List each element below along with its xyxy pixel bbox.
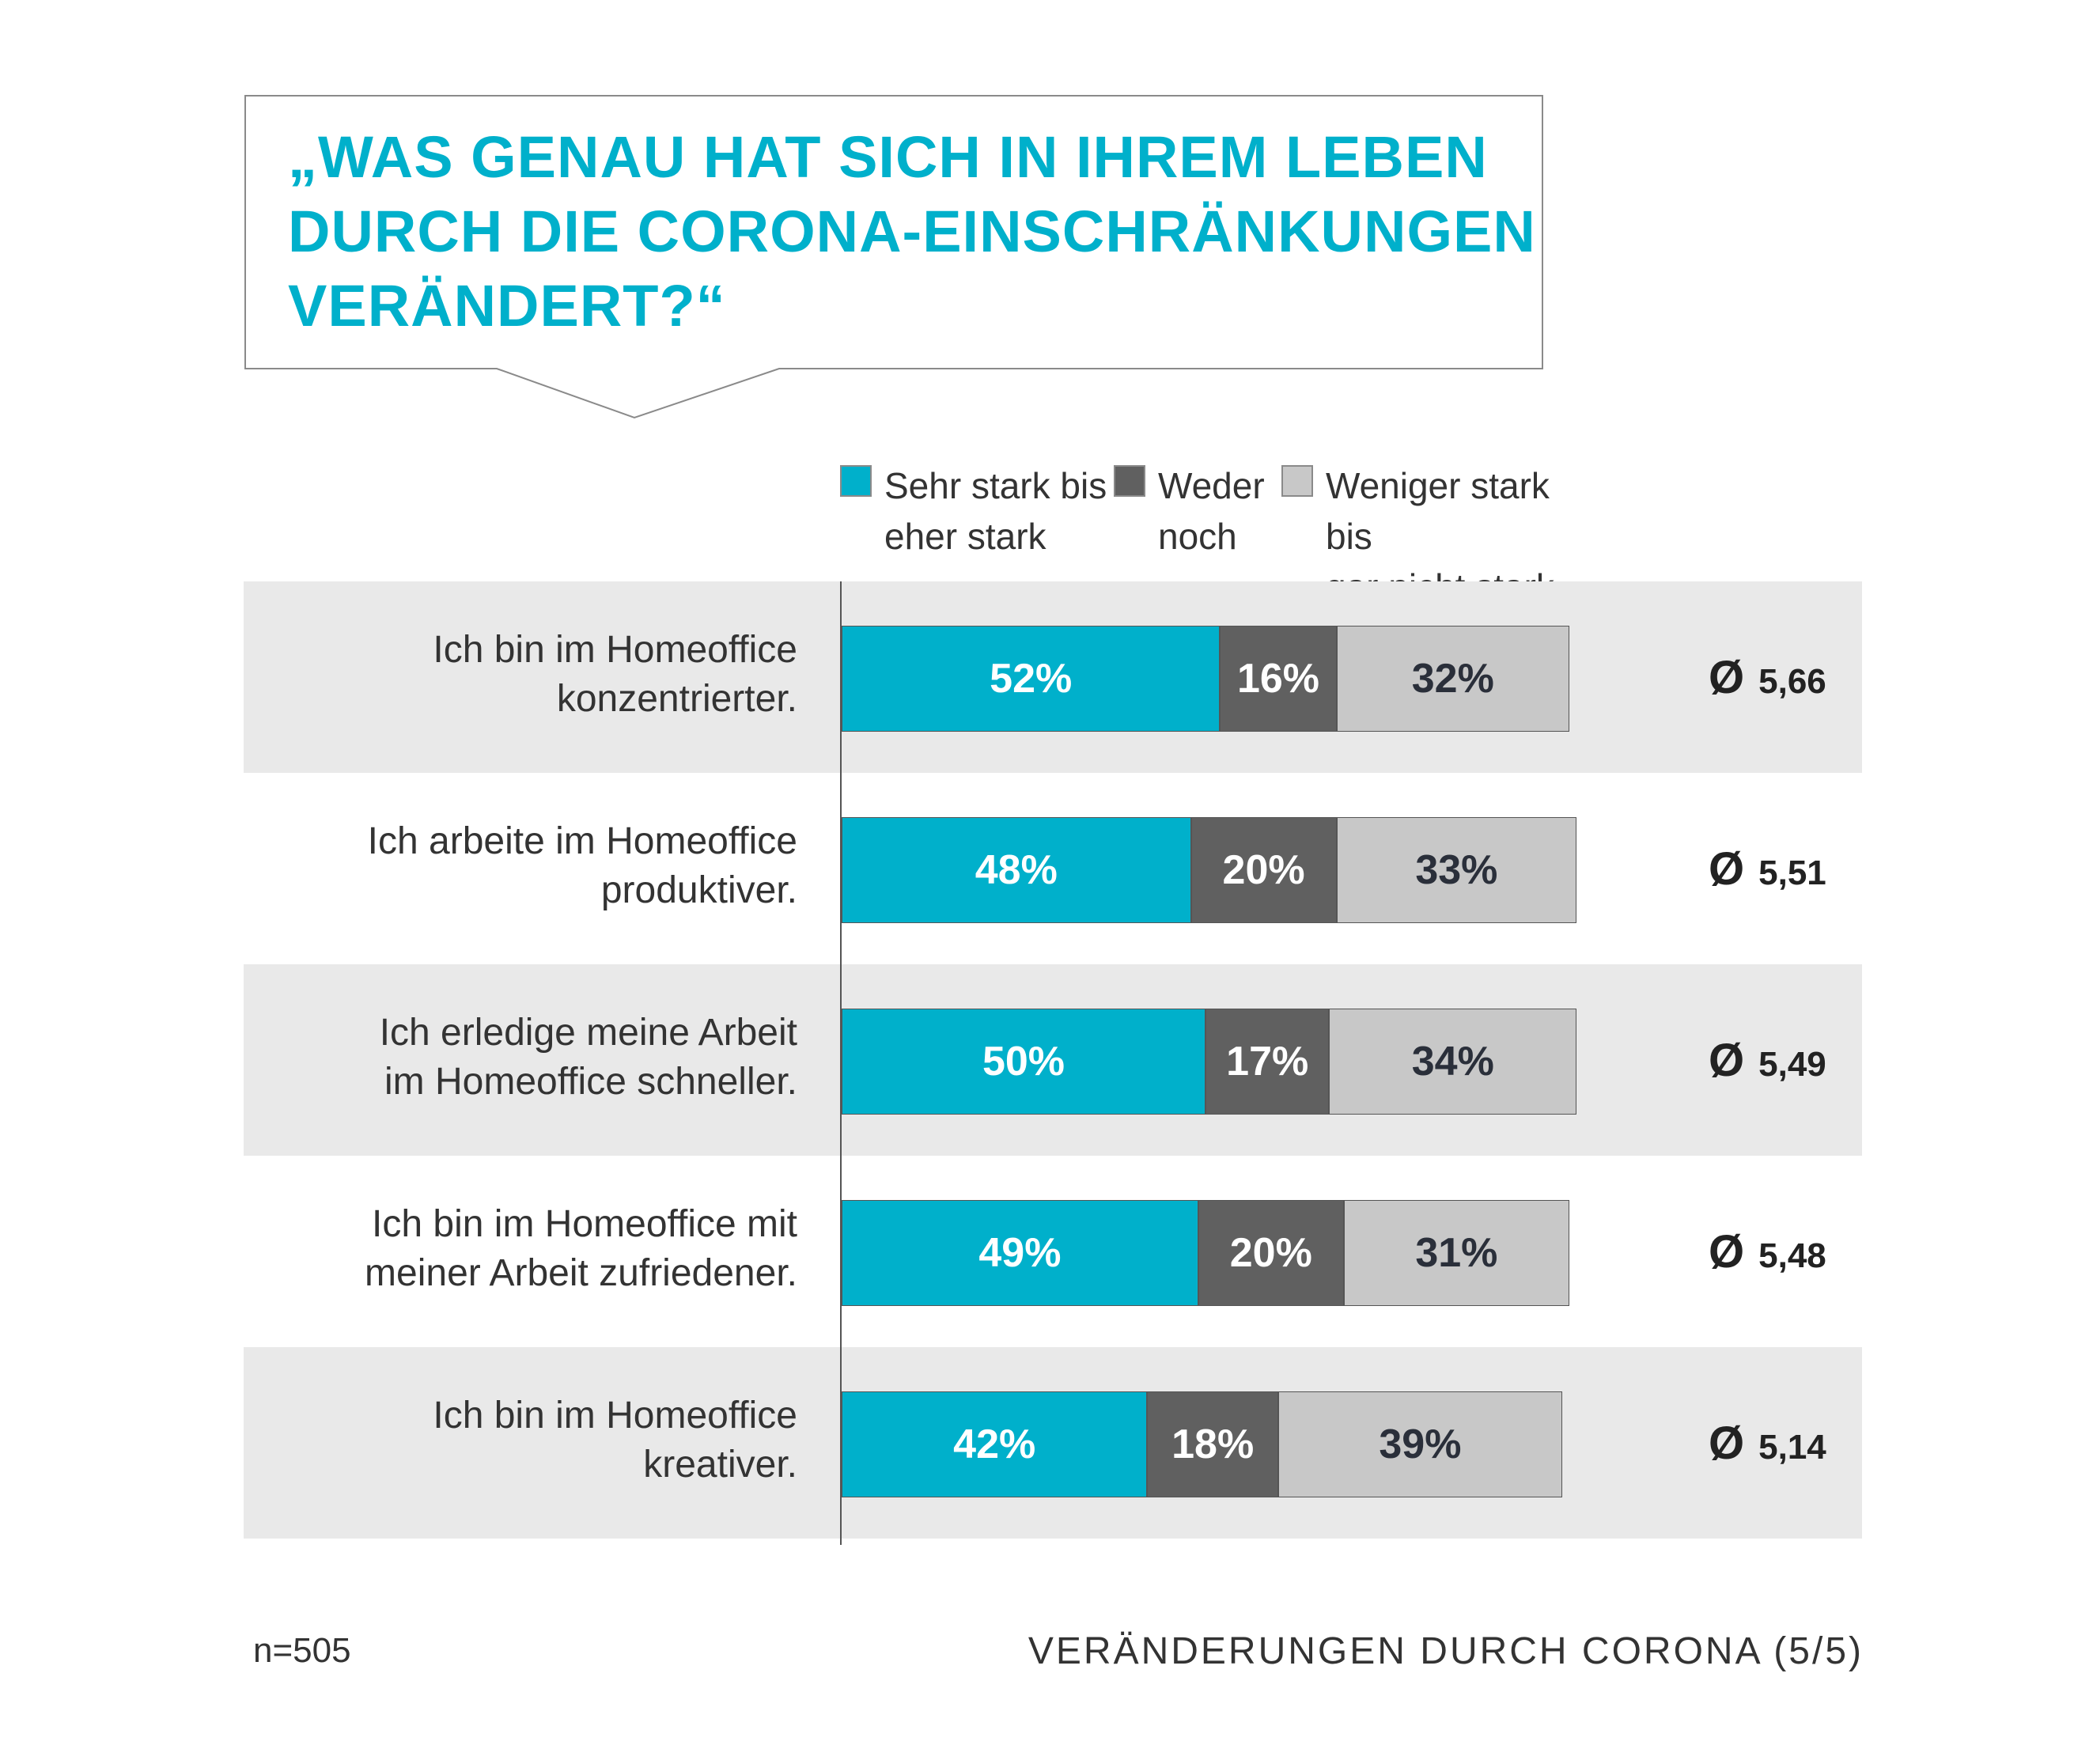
category-label-line: Ich bin im Homeoffice xyxy=(433,629,797,671)
bar-segment xyxy=(1198,1200,1344,1306)
value-label: 33% xyxy=(1415,847,1498,893)
legend-swatch xyxy=(840,465,872,497)
value-label: 20% xyxy=(1222,847,1305,893)
value-label: 34% xyxy=(1411,1039,1494,1085)
category-label-line: meiner Arbeit zufriedener. xyxy=(365,1252,797,1294)
sample-size: n=505 xyxy=(253,1631,351,1670)
legend-label: Weder noch xyxy=(1158,460,1411,562)
legend-swatch xyxy=(1281,465,1313,497)
value-label: 18% xyxy=(1171,1421,1255,1467)
bar-segment xyxy=(842,626,1221,732)
bar-segment xyxy=(1343,1200,1569,1306)
chart-title-line-1: „WAS GENAU HAT SICH IN IHREM LEBEN xyxy=(288,124,1488,190)
bar-segment xyxy=(842,1009,1205,1115)
category-label-line: konzentrierter. xyxy=(556,678,797,720)
bar-segment xyxy=(842,1391,1148,1497)
legend-label-line: eher stark xyxy=(884,516,1046,557)
value-label: 48% xyxy=(975,847,1058,893)
average-symbol: Ø xyxy=(1709,1418,1745,1469)
value-label: 17% xyxy=(1226,1039,1309,1085)
legend-label-line: Sehr stark bis xyxy=(884,465,1107,506)
value-label: 32% xyxy=(1411,656,1494,702)
category-label-line: produktiver. xyxy=(600,869,797,911)
bar-segment xyxy=(1329,1009,1577,1115)
value-label: 20% xyxy=(1229,1230,1312,1276)
category-label: Ich bin im Homeoffice mit meiner Arbeit z… xyxy=(244,1200,797,1298)
average-number: 5,66 xyxy=(1758,662,1826,701)
category-label: Ich bin im Homeoffice kreativer. xyxy=(244,1391,797,1490)
bar-segment xyxy=(1220,626,1337,732)
category-label: Ich bin im Homeoffice konzentrierter. xyxy=(244,626,797,724)
baseline-axis xyxy=(840,581,842,1545)
value-label: 16% xyxy=(1236,656,1320,702)
bar-segment xyxy=(1205,1009,1330,1115)
value-label: 39% xyxy=(1379,1421,1462,1467)
bar-segment xyxy=(1190,817,1337,923)
value-label: 49% xyxy=(978,1230,1062,1276)
bar-segment xyxy=(842,1200,1198,1306)
chart-title-line-3: VERÄNDERT?“ xyxy=(288,273,726,339)
category-label-line: Ich erledige meine Arbeit xyxy=(379,1012,797,1054)
average-value: Ø 5,51 xyxy=(1709,846,1826,897)
category-label: Ich erledige meine Arbeit im Homeoffice s… xyxy=(244,1009,797,1107)
average-value: Ø 5,49 xyxy=(1709,1037,1826,1088)
value-label: 52% xyxy=(990,656,1073,702)
bar-segment xyxy=(1278,1391,1562,1497)
chart-title-line-2: DURCH DIE CORONA-EINSCHRÄNKUNGEN xyxy=(288,199,1536,264)
title-speech-bubble xyxy=(244,95,1543,419)
average-value: Ø 5,48 xyxy=(1709,1228,1826,1280)
category-label: Ich arbeite im Homeoffice produktiver. xyxy=(244,817,797,915)
legend-label: Sehr stark bis eher stark xyxy=(884,460,1137,562)
page-footer: VERÄNDERUNGEN DURCH CORONA (5/5) xyxy=(1028,1630,1864,1672)
legend-label-line: Weniger stark bis xyxy=(1326,465,1550,557)
legend-label-line: Weder xyxy=(1158,465,1265,506)
bar-segment xyxy=(1336,626,1569,732)
average-number: 5,49 xyxy=(1758,1045,1826,1084)
value-label: 31% xyxy=(1415,1230,1498,1276)
value-label: 42% xyxy=(953,1421,1036,1467)
legend-swatch xyxy=(1114,465,1145,497)
average-symbol: Ø xyxy=(1709,1226,1745,1278)
bar-segment xyxy=(1147,1391,1278,1497)
bar-segment xyxy=(1336,817,1577,923)
legend-label-line: noch xyxy=(1158,516,1237,557)
average-number: 5,51 xyxy=(1758,854,1826,892)
category-label-line: Ich arbeite im Homeoffice xyxy=(367,820,797,862)
average-value: Ø 5,66 xyxy=(1709,654,1826,706)
bar-segment xyxy=(842,817,1191,923)
average-number: 5,48 xyxy=(1758,1236,1826,1275)
average-symbol: Ø xyxy=(1709,1035,1745,1086)
category-label-line: im Homeoffice schneller. xyxy=(384,1061,797,1103)
average-symbol: Ø xyxy=(1709,652,1745,703)
category-label-line: Ich bin im Homeoffice xyxy=(433,1395,797,1437)
value-label: 50% xyxy=(982,1039,1065,1085)
average-number: 5,14 xyxy=(1758,1428,1826,1467)
average-symbol: Ø xyxy=(1709,843,1745,895)
average-value: Ø 5,14 xyxy=(1709,1420,1826,1471)
category-label-line: Ich bin im Homeoffice mit xyxy=(372,1203,797,1245)
category-label-line: kreativer. xyxy=(643,1444,797,1486)
